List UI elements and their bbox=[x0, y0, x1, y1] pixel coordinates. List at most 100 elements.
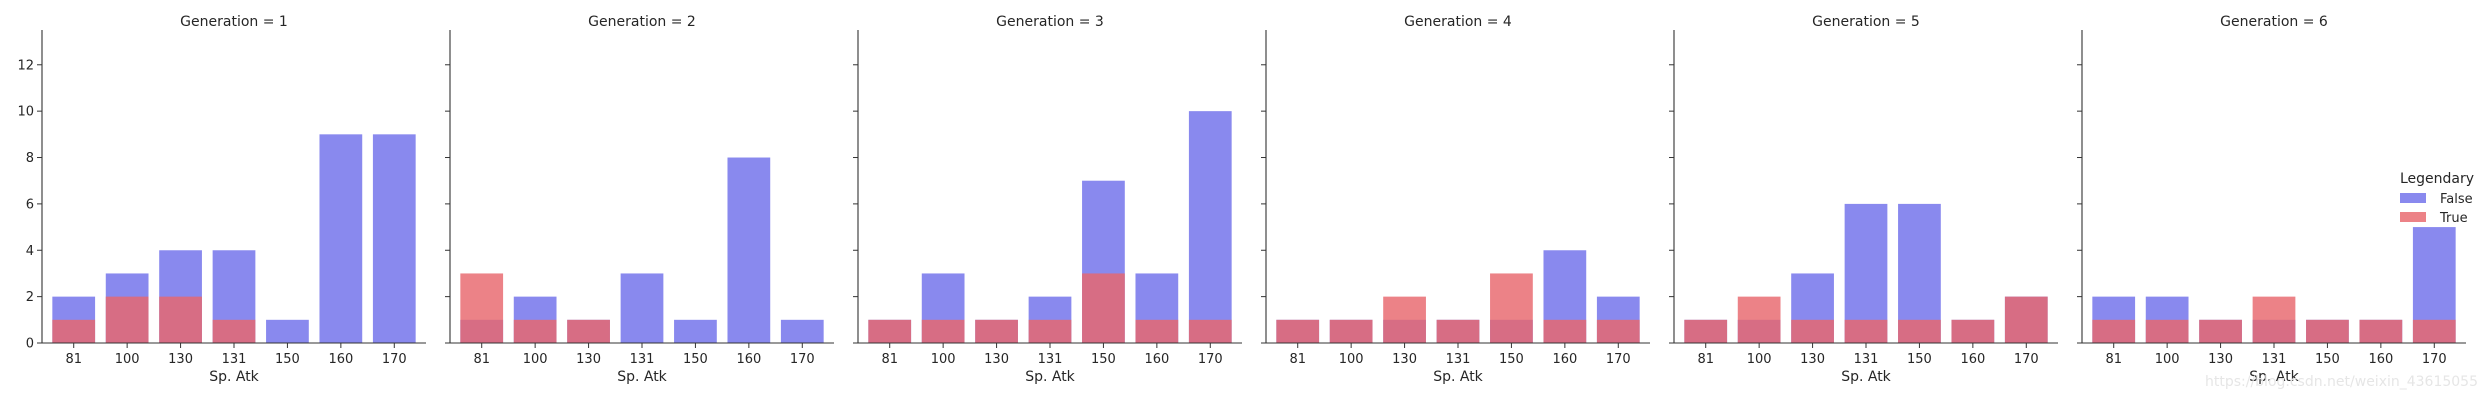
watermark-text: https://blog.csdn.net/weixin_43615055 bbox=[2205, 374, 2478, 390]
bar-false-160 bbox=[727, 157, 771, 343]
facet-generation-1: Generation = 1 0 2 4 6 8 10 12 81 100 130 131 150 160… bbox=[17, 14, 426, 385]
x-tick-label: 130 bbox=[168, 352, 193, 367]
facet-title: Generation = 6 bbox=[2220, 14, 2328, 30]
x-axis-label: Sp. Atk bbox=[1433, 369, 1483, 385]
facet-title: Generation = 4 bbox=[1404, 14, 1512, 30]
bar-true-100 bbox=[105, 296, 149, 343]
x-tick-label: 160 bbox=[2368, 352, 2393, 367]
bar-true-150 bbox=[1898, 319, 1941, 343]
x-tick-label: 130 bbox=[1392, 352, 1417, 367]
bar-true-81 bbox=[460, 273, 504, 343]
bar-true-81 bbox=[1276, 319, 1320, 343]
x-tick-label: 170 bbox=[1198, 352, 1223, 367]
x-tick-label: 81 bbox=[1289, 352, 1306, 367]
x-tick-label: 131 bbox=[1446, 352, 1471, 367]
x-tick-label: 150 bbox=[2315, 352, 2340, 367]
x-tick-label: 160 bbox=[736, 352, 761, 367]
bar-true-150 bbox=[1490, 273, 1533, 343]
bar-true-100 bbox=[1329, 319, 1373, 343]
legend: Legendary False True bbox=[2400, 171, 2474, 226]
bar-false-170 bbox=[372, 134, 416, 343]
bar-true-130 bbox=[1383, 296, 1426, 343]
legend-title: Legendary bbox=[2400, 171, 2474, 187]
bar-false-170 bbox=[1188, 111, 1232, 343]
bar-true-131 bbox=[212, 319, 256, 343]
facet-generation-6: Generation = 6 81 100 130 131 150 160 170 Sp. At… bbox=[2077, 14, 2466, 385]
x-tick-label: 100 bbox=[115, 352, 140, 367]
facet-title: Generation = 2 bbox=[588, 14, 696, 30]
y-tick-label: 12 bbox=[17, 58, 34, 73]
x-tick-label: 150 bbox=[1907, 352, 1932, 367]
x-axis-label: Sp. Atk bbox=[617, 369, 667, 385]
x-tick-label: 81 bbox=[2105, 352, 2122, 367]
facet-generation-4: Generation = 4 81 100 130 131 150 160 170 Sp. At… bbox=[1261, 14, 1650, 385]
facet-generation-2: Generation = 2 81 100 130 131 150 160 170 Sp. At… bbox=[445, 14, 834, 385]
legend-label-false: False bbox=[2440, 192, 2473, 207]
y-tick-label: 10 bbox=[17, 105, 34, 120]
x-axis-label: Sp. Atk bbox=[2249, 369, 2299, 385]
bar-true-150 bbox=[2306, 319, 2349, 343]
bar-true-130 bbox=[159, 296, 202, 343]
legend-swatch-false bbox=[2400, 193, 2426, 203]
x-axis-label: Sp. Atk bbox=[1025, 369, 1075, 385]
x-tick-label: 81 bbox=[65, 352, 82, 367]
x-tick-label: 170 bbox=[2014, 352, 2039, 367]
x-axis-label: Sp. Atk bbox=[209, 369, 259, 385]
x-tick-label: 170 bbox=[2422, 352, 2447, 367]
bar-true-160 bbox=[2359, 319, 2403, 343]
x-tick-label: 100 bbox=[931, 352, 956, 367]
bar-true-100 bbox=[2145, 319, 2189, 343]
bar-false-150 bbox=[266, 319, 309, 343]
facet-generation-3: Generation = 3 81 100 130 131 150 160 170 Sp. At… bbox=[853, 14, 1242, 385]
bar-false-160 bbox=[319, 134, 363, 343]
x-tick-label: 160 bbox=[1552, 352, 1577, 367]
x-tick-label: 150 bbox=[275, 352, 300, 367]
bar-true-130 bbox=[2199, 319, 2242, 343]
bar-true-160 bbox=[1951, 319, 1995, 343]
bar-true-160 bbox=[1543, 319, 1587, 343]
bar-true-170 bbox=[1596, 319, 1640, 343]
x-tick-label: 170 bbox=[1606, 352, 1631, 367]
x-tick-label: 130 bbox=[2208, 352, 2233, 367]
x-tick-label: 81 bbox=[881, 352, 898, 367]
x-tick-label: 130 bbox=[984, 352, 1009, 367]
facet-generation-5: Generation = 5 81 100 130 131 150 160 170 Sp. At… bbox=[1669, 14, 2058, 385]
bar-true-170 bbox=[2004, 296, 2048, 343]
x-tick-label: 130 bbox=[576, 352, 601, 367]
bar-true-130 bbox=[975, 319, 1018, 343]
bar-true-131 bbox=[1844, 319, 1888, 343]
x-tick-label: 170 bbox=[790, 352, 815, 367]
bar-false-170 bbox=[780, 319, 824, 343]
x-tick-label: 81 bbox=[1697, 352, 1714, 367]
bar-true-100 bbox=[1737, 296, 1781, 343]
bar-true-131 bbox=[2252, 296, 2296, 343]
y-tick-label: 8 bbox=[26, 151, 34, 166]
y-tick-label: 4 bbox=[26, 244, 34, 259]
bar-true-81 bbox=[2092, 319, 2136, 343]
x-tick-label: 100 bbox=[1747, 352, 1772, 367]
x-tick-label: 131 bbox=[2262, 352, 2287, 367]
bar-true-131 bbox=[1436, 319, 1480, 343]
bar-true-170 bbox=[1188, 319, 1232, 343]
x-tick-label: 131 bbox=[1854, 352, 1879, 367]
x-tick-label: 150 bbox=[1499, 352, 1524, 367]
x-tick-label: 150 bbox=[683, 352, 708, 367]
facet-title: Generation = 3 bbox=[996, 14, 1104, 30]
legend-swatch-true bbox=[2400, 212, 2426, 222]
x-tick-label: 160 bbox=[328, 352, 353, 367]
bar-false-131 bbox=[620, 273, 664, 343]
x-tick-label: 81 bbox=[473, 352, 490, 367]
x-tick-label: 100 bbox=[523, 352, 548, 367]
facet-title: Generation = 5 bbox=[1812, 14, 1920, 30]
x-tick-label: 160 bbox=[1144, 352, 1169, 367]
bar-true-100 bbox=[921, 319, 965, 343]
bar-true-130 bbox=[1791, 319, 1834, 343]
facet-title: Generation = 1 bbox=[180, 14, 288, 30]
bar-true-81 bbox=[868, 319, 912, 343]
x-tick-label: 100 bbox=[2155, 352, 2180, 367]
x-tick-label: 160 bbox=[1960, 352, 1985, 367]
y-tick-label: 0 bbox=[26, 337, 34, 352]
bar-true-170 bbox=[2412, 319, 2456, 343]
x-tick-label: 100 bbox=[1339, 352, 1364, 367]
